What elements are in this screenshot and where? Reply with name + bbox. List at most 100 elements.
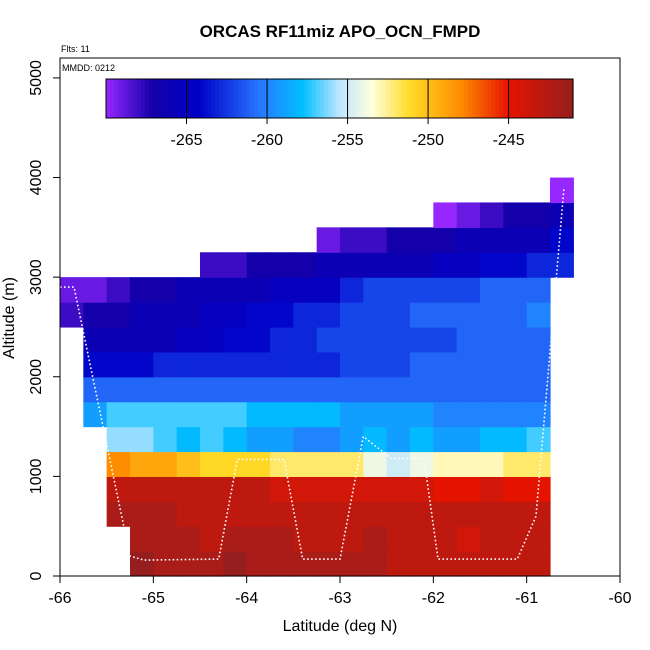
colorbar-segment bbox=[390, 79, 395, 118]
heatmap-cell bbox=[503, 277, 528, 303]
colorbar: -265 -260 -255 -250 -245 bbox=[105, 78, 574, 149]
heatmap-cell bbox=[480, 526, 504, 552]
heatmap-cell bbox=[340, 277, 364, 303]
heatmap-cell bbox=[550, 227, 574, 253]
colorbar-segment bbox=[405, 79, 411, 118]
colorbar-segment bbox=[121, 79, 127, 118]
x-tick-label: -60 bbox=[608, 590, 631, 607]
heatmap-cell bbox=[200, 426, 224, 453]
heatmap-cell bbox=[433, 326, 458, 353]
colorbar-segment bbox=[285, 79, 290, 118]
colorbar-segment bbox=[374, 79, 380, 118]
heatmap-cell bbox=[223, 526, 248, 552]
heatmap-cell bbox=[246, 426, 271, 453]
heatmap-cell bbox=[270, 302, 294, 328]
colorbar-segment bbox=[366, 79, 372, 118]
colorbar-segment bbox=[316, 79, 321, 118]
heatmap-cell bbox=[223, 302, 248, 328]
heatmap-cell bbox=[503, 326, 528, 353]
heatmap-cell bbox=[456, 501, 481, 527]
heatmap-cell bbox=[176, 326, 201, 353]
heatmap-cell bbox=[503, 526, 528, 552]
colorbar-segment bbox=[292, 79, 298, 118]
heatmap-cell bbox=[153, 476, 178, 502]
colorbar-segment bbox=[281, 79, 286, 118]
heatmap-cell bbox=[410, 551, 434, 577]
colorbar-segment bbox=[386, 79, 391, 118]
heatmap-cell bbox=[480, 252, 504, 278]
colorbar-segment bbox=[541, 79, 547, 118]
heatmap-cell bbox=[223, 551, 248, 577]
heatmap-cell bbox=[410, 501, 434, 527]
heatmap-cell bbox=[223, 252, 248, 278]
heatmap-cell bbox=[316, 376, 341, 403]
colorbar-segment bbox=[304, 79, 309, 118]
heatmap-cell bbox=[293, 401, 318, 428]
colorbar-segment bbox=[471, 79, 477, 118]
heatmap-cell bbox=[293, 376, 318, 403]
colorbar-segment bbox=[137, 79, 142, 118]
colorbar-segment bbox=[172, 79, 177, 118]
x-tick-label: -62 bbox=[422, 590, 445, 607]
heatmap-cell bbox=[176, 476, 201, 502]
colorbar-segment bbox=[456, 79, 461, 118]
heatmap-cell bbox=[130, 326, 154, 353]
heatmap-cell bbox=[270, 376, 294, 403]
colorbar-segment bbox=[565, 79, 570, 118]
heatmap-cell bbox=[410, 326, 434, 353]
heatmap-cell bbox=[153, 426, 178, 453]
colorbar-segment bbox=[312, 79, 317, 118]
colorbar-segment bbox=[160, 79, 165, 118]
heatmap-cell bbox=[480, 302, 504, 328]
heatmap-cell bbox=[386, 277, 411, 303]
heatmap-cell bbox=[340, 501, 364, 527]
heatmap-cell bbox=[386, 351, 411, 378]
heatmap-cell bbox=[503, 426, 528, 453]
heatmap-cell bbox=[456, 426, 481, 453]
colorbar-segment bbox=[253, 79, 259, 118]
heatmap-cell bbox=[200, 551, 224, 577]
heatmap-cell bbox=[433, 451, 458, 477]
heatmap-cell bbox=[270, 277, 294, 303]
colorbar-segment bbox=[117, 79, 123, 118]
heatmap-cell bbox=[200, 376, 224, 403]
heatmap-cell bbox=[316, 451, 341, 477]
heatmap-cell bbox=[480, 451, 504, 477]
colorbar-segment bbox=[141, 79, 146, 118]
x-tick-label: -63 bbox=[328, 590, 351, 607]
heatmap-cell bbox=[293, 277, 318, 303]
heatmap-cell bbox=[386, 551, 411, 577]
heatmap-cell bbox=[246, 451, 271, 477]
colorbar-segment bbox=[417, 79, 422, 118]
heatmap-cell bbox=[223, 277, 248, 303]
heatmap-cell bbox=[246, 302, 271, 328]
heatmap-cell bbox=[316, 551, 341, 577]
flights-annotation: Flts: 11 bbox=[61, 44, 90, 54]
heatmap-cell bbox=[246, 277, 271, 303]
heatmap-cell bbox=[293, 476, 318, 502]
heatmap-cell bbox=[456, 202, 481, 228]
y-tick-label: 1000 bbox=[28, 458, 45, 494]
heatmap-cell bbox=[526, 401, 551, 428]
colorbar-tick-label: -250 bbox=[412, 132, 444, 149]
heatmap-cell bbox=[480, 426, 504, 453]
heatmap-cell bbox=[106, 451, 131, 477]
heatmap-cell bbox=[456, 351, 481, 378]
heatmap-cell bbox=[386, 451, 411, 477]
colorbar-segment bbox=[421, 79, 426, 118]
colorbar-segment bbox=[530, 79, 535, 118]
heatmap-cell bbox=[83, 326, 108, 353]
heatmap-cell bbox=[176, 426, 201, 453]
colorbar-segment bbox=[288, 79, 294, 118]
x-tick-label: -65 bbox=[142, 590, 165, 607]
heatmap-cell bbox=[410, 526, 434, 552]
colorbar-segment bbox=[351, 79, 356, 118]
heatmap-cell bbox=[340, 376, 364, 403]
heatmap-cell bbox=[433, 252, 458, 278]
heatmap-cell bbox=[480, 326, 504, 353]
heatmap-cell bbox=[526, 202, 551, 228]
colorbar-segment bbox=[226, 79, 232, 118]
colorbar-segment bbox=[518, 79, 524, 118]
heatmap-cell bbox=[153, 501, 178, 527]
date-annotation: MMDD: 0212 bbox=[62, 63, 115, 73]
